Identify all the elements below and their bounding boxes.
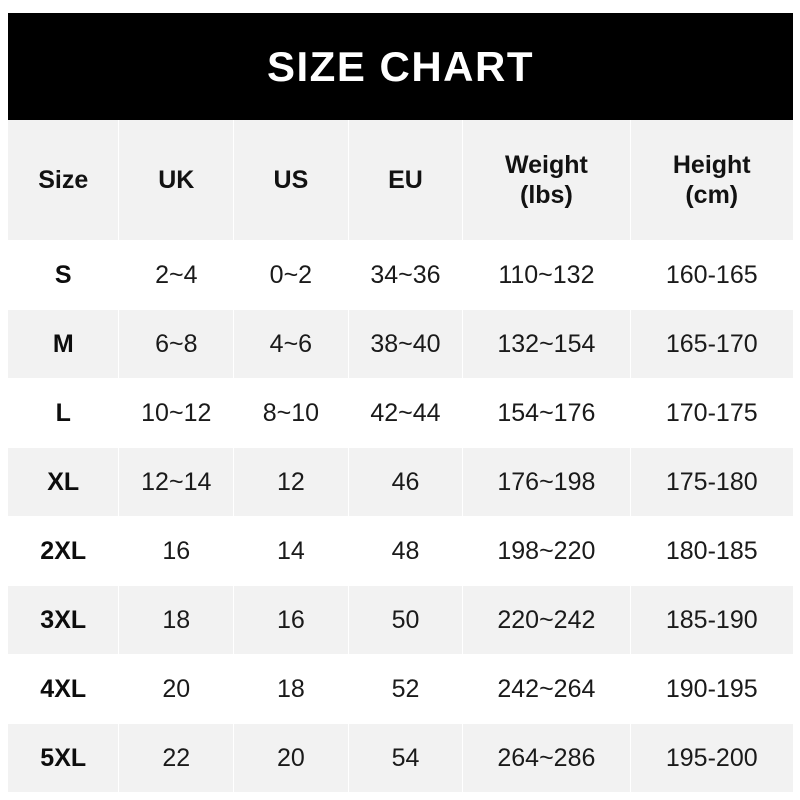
cell-size: 5XL <box>8 724 120 793</box>
column-header-unit: (cm) <box>685 181 739 209</box>
table-row: 3XL 18 16 50 220~242 185-190 <box>8 586 793 655</box>
cell-eu: 52 <box>348 655 464 724</box>
cell-uk: 20 <box>119 655 235 724</box>
cell-uk: 12~14 <box>119 448 235 517</box>
column-header-unit: (lbs) <box>520 181 573 209</box>
cell-height: 175-180 <box>630 448 793 517</box>
column-header-size: Size <box>8 120 120 241</box>
table-header-row: Size UK US EU Weight (lbs) Height (cm) <box>8 120 793 241</box>
cell-size: XL <box>8 448 120 517</box>
cell-eu: 34~36 <box>348 241 464 310</box>
cell-eu: 46 <box>348 448 464 517</box>
cell-weight: 220~242 <box>463 586 631 655</box>
cell-size: S <box>8 241 120 310</box>
cell-us: 16 <box>234 586 349 655</box>
page-title: SIZE CHART <box>267 42 534 90</box>
cell-height: 165-170 <box>630 310 793 379</box>
column-header-label: Height <box>672 150 751 179</box>
cell-weight: 110~132 <box>463 241 631 310</box>
cell-height: 195-200 <box>630 724 793 793</box>
cell-height: 160-165 <box>630 241 793 310</box>
table-row: M 6~8 4~6 38~40 132~154 165-170 <box>8 310 793 379</box>
column-header-us: US <box>234 120 349 241</box>
table-row: XL 12~14 12 46 176~198 175-180 <box>8 448 793 517</box>
cell-height: 180-185 <box>630 517 793 586</box>
column-header-label: UK <box>158 165 195 194</box>
cell-us: 4~6 <box>234 310 349 379</box>
cell-eu: 48 <box>348 517 464 586</box>
column-header-label: US <box>273 165 309 194</box>
cell-weight: 132~154 <box>463 310 631 379</box>
cell-uk: 16 <box>119 517 235 586</box>
cell-uk: 10~12 <box>119 379 235 448</box>
cell-uk: 2~4 <box>119 241 235 310</box>
cell-uk: 18 <box>119 586 235 655</box>
cell-uk: 22 <box>119 724 235 793</box>
cell-height: 185-190 <box>630 586 793 655</box>
cell-size: L <box>8 379 120 448</box>
cell-size: 3XL <box>8 586 120 655</box>
table-row: S 2~4 0~2 34~36 110~132 160-165 <box>8 241 793 310</box>
cell-eu: 42~44 <box>348 379 464 448</box>
table-body: S 2~4 0~2 34~36 110~132 160-165 M 6~8 4~… <box>8 241 793 793</box>
column-header-uk: UK <box>119 120 235 241</box>
size-chart-table: Size UK US EU Weight (lbs) Height (cm) <box>8 120 793 793</box>
table-row: 2XL 16 14 48 198~220 180-185 <box>8 517 793 586</box>
cell-eu: 38~40 <box>348 310 464 379</box>
column-header-label: EU <box>388 165 423 194</box>
cell-weight: 198~220 <box>463 517 631 586</box>
column-header-weight: Weight (lbs) <box>463 120 631 241</box>
cell-eu: 54 <box>348 724 464 793</box>
cell-us: 18 <box>234 655 349 724</box>
cell-height: 170-175 <box>630 379 793 448</box>
cell-size: M <box>8 310 120 379</box>
cell-weight: 264~286 <box>463 724 631 793</box>
table-header: Size UK US EU Weight (lbs) Height (cm) <box>8 120 793 241</box>
cell-us: 14 <box>234 517 349 586</box>
cell-size: 2XL <box>8 517 120 586</box>
cell-eu: 50 <box>348 586 464 655</box>
title-banner: SIZE CHART <box>8 13 793 120</box>
cell-us: 8~10 <box>234 379 349 448</box>
cell-us: 0~2 <box>234 241 349 310</box>
cell-weight: 154~176 <box>463 379 631 448</box>
cell-weight: 176~198 <box>463 448 631 517</box>
cell-height: 190-195 <box>630 655 793 724</box>
column-header-eu: EU <box>348 120 464 241</box>
cell-us: 20 <box>234 724 349 793</box>
cell-uk: 6~8 <box>119 310 235 379</box>
column-header-height: Height (cm) <box>630 120 793 241</box>
table-row: 4XL 20 18 52 242~264 190-195 <box>8 655 793 724</box>
cell-us: 12 <box>234 448 349 517</box>
cell-weight: 242~264 <box>463 655 631 724</box>
cell-size: 4XL <box>8 655 120 724</box>
column-header-label: Weight <box>504 150 588 179</box>
table-row: L 10~12 8~10 42~44 154~176 170-175 <box>8 379 793 448</box>
column-header-label: Size <box>38 165 89 194</box>
table-row: 5XL 22 20 54 264~286 195-200 <box>8 724 793 793</box>
